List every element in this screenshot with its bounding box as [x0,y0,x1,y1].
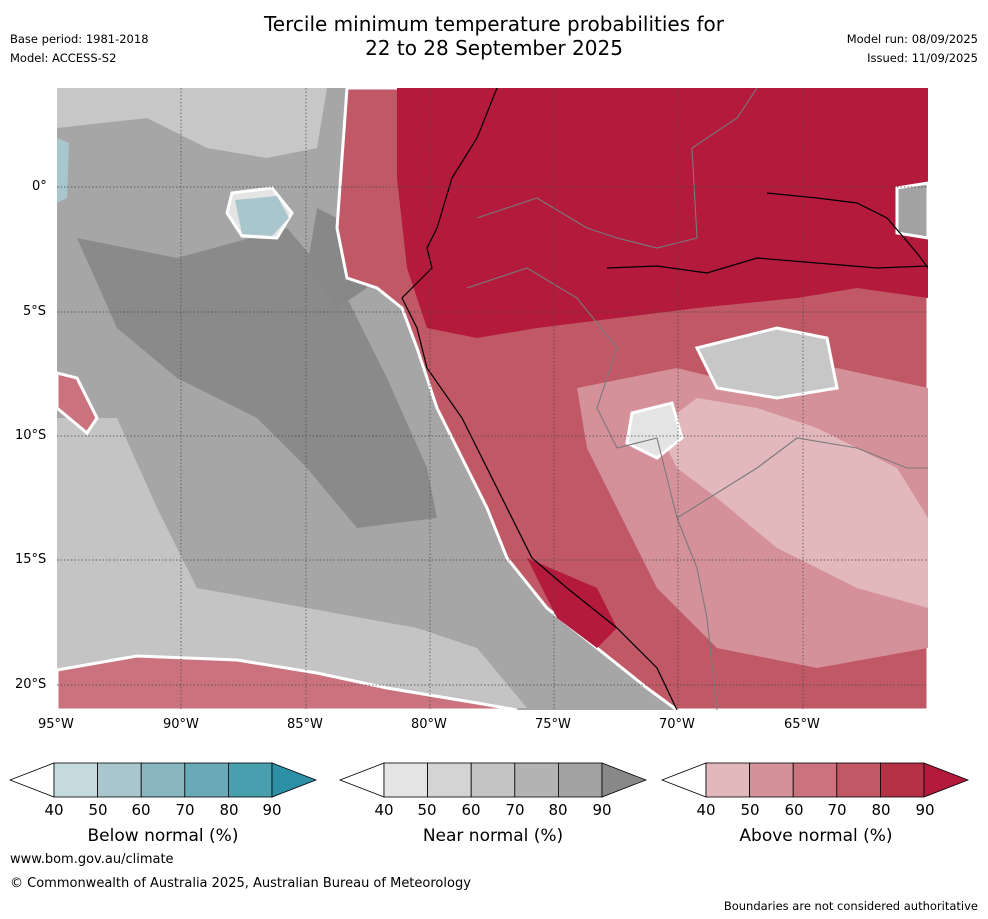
above-normal-south-band [57,654,518,710]
colorbar-segment [749,762,794,798]
cb1-tick-70: 70 [505,801,525,819]
lat-label-15s: 15°S [15,552,47,567]
cb0-tick-70: 70 [175,801,195,819]
lon-label-95w: 95°W [38,717,74,732]
cb2-tick-90: 90 [915,801,935,819]
colorbar-segment [836,762,881,798]
probability-map [57,88,928,710]
colorbar-max-extend [271,762,318,798]
base-period-label: Base period: 1981-2018 [10,32,149,46]
colorbar-segment [470,762,516,798]
cb2-tick-80: 80 [871,801,891,819]
cb0-tick-50: 50 [88,801,108,819]
lon-label-90w: 90°W [163,717,199,732]
colorbar-below-normal [8,762,318,798]
colorbar-segment [880,762,925,798]
lon-label-75w: 75°W [535,717,571,732]
cb0-tick-60: 60 [131,801,151,819]
cb2-tick-50: 50 [740,801,760,819]
title-line-2: 22 to 28 September 2025 [365,36,623,60]
above-normal-west-patch [57,371,99,436]
graticule [57,88,928,710]
border-peru [466,267,718,710]
above-normal-90-coast [527,558,617,648]
above-normal-40-region [657,398,928,608]
coastline [401,88,678,710]
colorbar-title-below: Below normal (%) [87,826,239,846]
near-normal-dark-area [77,228,437,528]
lon-label-65w: 65°W [784,717,820,732]
near-normal-inland-patch [694,326,839,400]
cb2-tick-60: 60 [784,801,804,819]
colorbar-max-extend [601,762,648,798]
colorbars [8,762,970,798]
colorbar-segment [792,762,838,798]
lon-label-85w: 85°W [287,717,323,732]
near-normal-light-south [57,418,527,710]
colorbar-segment [427,762,472,798]
colorbar-segment [514,762,559,798]
cb2-tick-40: 40 [696,801,716,819]
cb1-tick-60: 60 [461,801,481,819]
lon-label-80w: 80°W [411,717,447,732]
lat-label-10s: 10°S [15,428,47,443]
cb1-tick-40: 40 [374,801,394,819]
colorbar-title-near: Near normal (%) [422,826,564,846]
amazon-coast [766,192,928,269]
lat-label-0: 0° [32,179,47,194]
title-line-1: Tercile minimum temperature probabilitie… [263,12,725,36]
colorbar-min-extend [8,762,55,798]
near-normal-northeast-patch [895,181,928,240]
cb0-tick-90: 90 [262,801,282,819]
colorbar-segment [53,762,98,798]
model-run-label: Model run: 08/09/2025 [846,32,978,46]
cb0-tick-80: 80 [219,801,239,819]
colorbar-segment [705,762,750,798]
amazon-river [606,257,928,274]
cb2-tick-70: 70 [827,801,847,819]
below-normal-patch-galapagos [235,196,289,236]
lon-label-70w: 70°W [659,717,695,732]
colorbar-segment [227,762,273,798]
colorbar-max-extend [923,762,970,798]
cb1-tick-50: 50 [417,801,437,819]
colorbar-above-normal [660,762,970,798]
cb0-tick-40: 40 [44,801,64,819]
below-normal-patch-west [57,138,69,203]
colorbar-segment [184,762,229,798]
colorbar-min-extend [338,762,385,798]
footer-disclaimer: Boundaries are not considered authoritat… [723,899,978,913]
footer-copyright: © Commonwealth of Australia 2025, Austra… [10,876,471,891]
cb1-tick-80: 80 [548,801,568,819]
above-normal-90-region [397,88,928,338]
lat-label-20s: 20°S [15,677,47,692]
colorbar-segment [140,762,186,798]
model-label: Model: ACCESS-S2 [10,51,117,65]
border-bolivia [676,437,928,519]
colorbar-title-above: Above normal (%) [739,826,893,846]
near-normal-light-area [57,88,327,158]
map-title: Tercile minimum temperature probabilitie… [0,12,988,60]
issued-label: Issued: 11/09/2025 [867,51,978,65]
colorbar-min-extend [660,762,707,798]
cb1-tick-90: 90 [592,801,612,819]
colorbar-near-normal [338,762,648,798]
lat-label-5s: 5°S [23,304,47,319]
colorbar-segment [383,762,428,798]
colorbar-segment [558,762,603,798]
footer-url: www.bom.gov.au/climate [10,852,174,867]
colorbar-segment [97,762,142,798]
near-normal-inland-patch-2 [625,401,684,460]
